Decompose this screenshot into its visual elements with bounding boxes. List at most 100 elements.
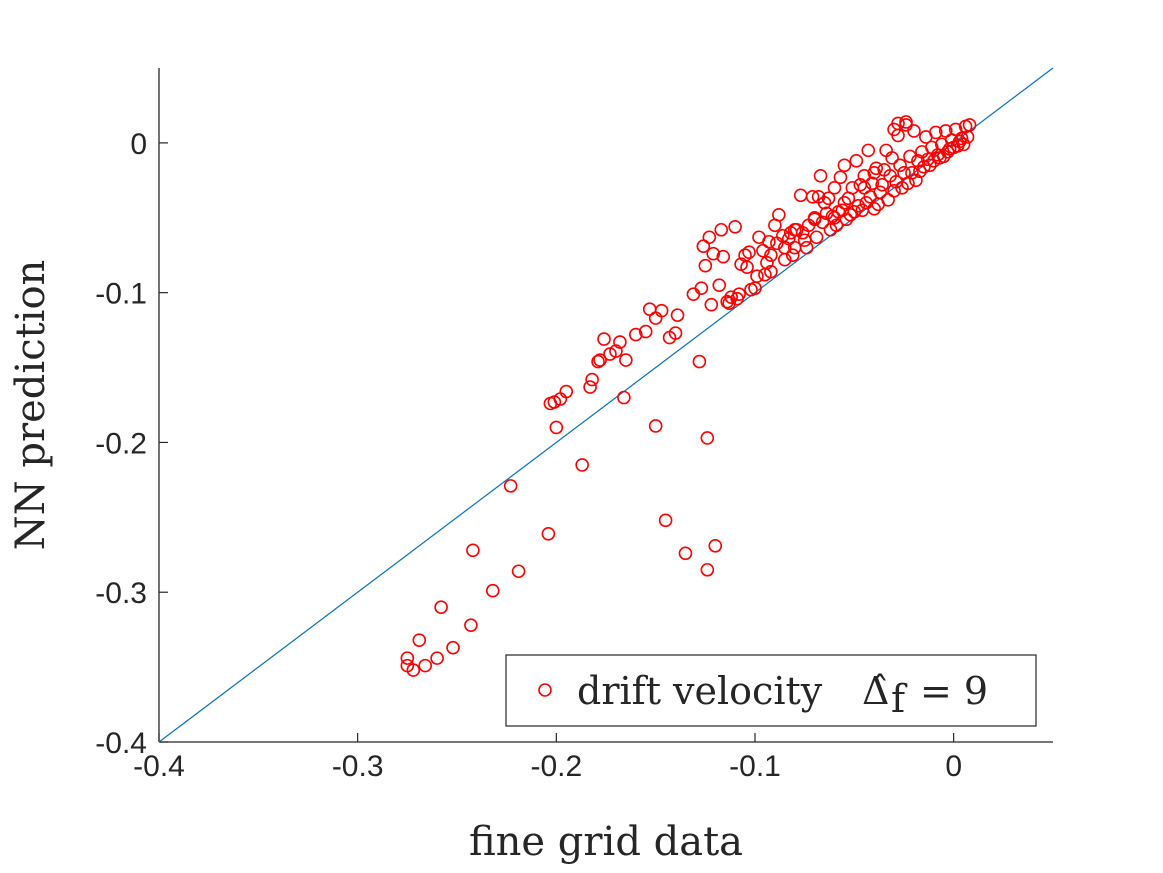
scatter-point [907, 124, 921, 138]
scatter-point [593, 353, 607, 367]
scatter-point [928, 125, 943, 140]
scatter-point [583, 380, 597, 394]
scatter-point [845, 181, 860, 195]
identity-reference-line [158, 67, 1054, 743]
scatter-point [619, 353, 633, 367]
scatter-point [764, 264, 778, 279]
y-tick-label: -0.4 [95, 727, 147, 760]
scatter-point [807, 210, 822, 225]
scatter-point [809, 230, 824, 245]
scatter-point [793, 188, 808, 203]
scatter-point [503, 479, 518, 493]
scatter-point [817, 196, 832, 210]
scatter-point [750, 269, 764, 283]
y-axis-label: NN prediction [8, 260, 54, 551]
legend-box [505, 654, 1037, 727]
scatter-point [668, 326, 683, 340]
scatter-point [706, 246, 721, 261]
scatter-points [400, 115, 977, 677]
scatter-point [805, 190, 820, 204]
scatter-point [887, 122, 901, 137]
scatter-point [899, 115, 913, 129]
scatter-point [591, 354, 605, 369]
y-tick-label: -0.3 [95, 577, 147, 610]
scatter-point [722, 296, 736, 310]
scatter-point [700, 431, 715, 445]
scatter-point [430, 651, 444, 665]
scatter-point [712, 278, 727, 292]
scatter-point [714, 222, 729, 237]
legend-equation: = 9 [920, 669, 988, 713]
scatter-point [913, 164, 927, 179]
scatter-point [678, 546, 693, 561]
scatter-point [704, 297, 719, 312]
scatter-point [406, 663, 421, 677]
scatter-point [742, 245, 756, 260]
y-tick-label: -0.2 [95, 427, 147, 460]
scatter-point [865, 176, 880, 191]
scatter-point [851, 198, 866, 213]
scatter-point [799, 240, 814, 255]
scatter-point [670, 308, 685, 322]
scatter-point [658, 513, 673, 528]
scatter-point [962, 118, 977, 132]
plot-area: -0.4 -0.3 -0.2 -0.1 0 -0.4 -0.3 -0.2 -0.1 0 [95, 67, 1054, 783]
y-tick-label: -0.1 [95, 278, 147, 311]
scatter-point [909, 173, 923, 188]
legend: drift velocity Δ̂ f = 9 [505, 654, 1037, 727]
scatter-point [887, 184, 901, 198]
scatter-point [617, 390, 631, 405]
scatter-point [400, 651, 415, 665]
legend-subscript: f [891, 677, 908, 721]
scatter-point [720, 294, 734, 309]
scatter-point [954, 131, 969, 146]
scatter-point [827, 210, 842, 225]
scatter-point [821, 191, 836, 206]
scatter-point [446, 640, 460, 655]
scatter-point [764, 248, 778, 263]
scatter-point [787, 240, 802, 255]
legend-marker [538, 683, 552, 697]
scatter-point [867, 201, 882, 216]
scatter-point [861, 143, 876, 158]
scatter-point [692, 354, 707, 369]
scatter-point [740, 260, 754, 275]
y-tick-label: 0 [130, 128, 147, 161]
scatter-point [873, 185, 887, 200]
scatter-point [867, 166, 882, 180]
scatter-point [923, 158, 937, 173]
scatter-point [732, 287, 746, 301]
scatter-point [559, 384, 574, 399]
scatter-point [885, 151, 899, 165]
scatter-point [628, 327, 643, 342]
x-tick-label: -0.3 [332, 750, 384, 783]
scatter-point [464, 618, 478, 632]
scatter-point [609, 344, 623, 358]
scatter-point [875, 178, 889, 192]
scatter-point [698, 258, 713, 273]
scatter-point [613, 335, 627, 349]
scatter-point [829, 218, 844, 233]
legend-symbol: Δ̂ [862, 669, 889, 713]
scatter-point [412, 633, 427, 647]
scatter-point [638, 324, 653, 339]
scatter-point [899, 118, 913, 132]
scatter-point [466, 543, 480, 558]
scatter-point [434, 600, 448, 615]
scatter-point [642, 302, 657, 316]
scatter-point [956, 137, 971, 152]
scatter-point [585, 372, 599, 387]
x-tick-label: -0.1 [729, 750, 781, 783]
scatter-point [511, 564, 526, 579]
scatter-point [905, 166, 919, 180]
scatter-point [772, 207, 786, 222]
x-tick-label: -0.4 [133, 750, 185, 783]
scatter-point [700, 562, 715, 577]
scatter-point [815, 215, 830, 230]
scatter-point [541, 527, 556, 541]
scatter-point [724, 290, 738, 304]
scatter-point [879, 143, 893, 158]
scatter-point [694, 281, 709, 295]
scatter-point [549, 420, 564, 435]
scatter-point [813, 169, 828, 183]
